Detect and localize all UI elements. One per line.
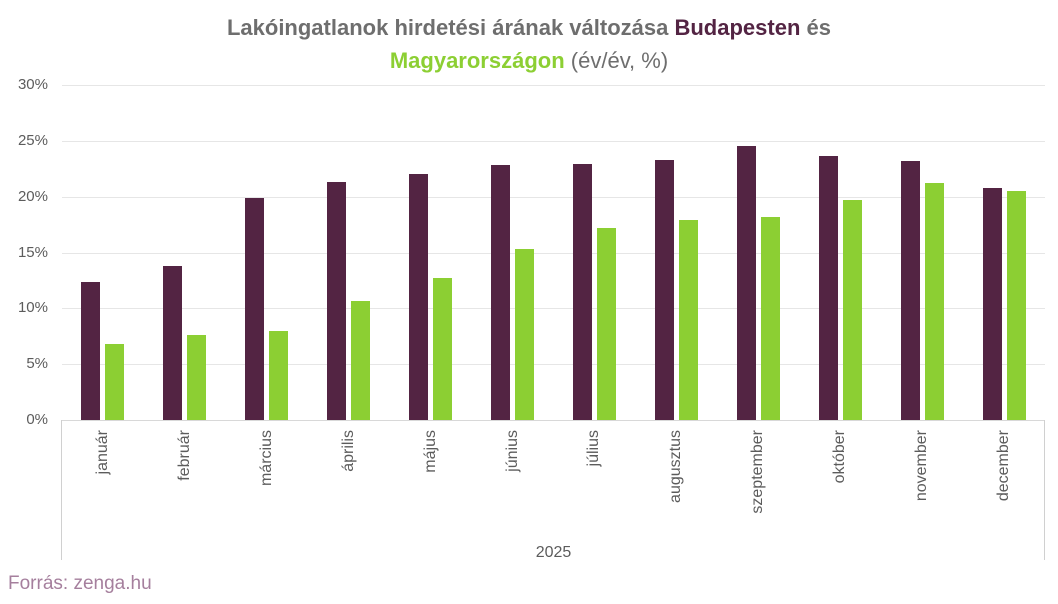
bar-budapesten-aprilis	[327, 182, 347, 420]
bar-budapesten-szeptember	[736, 146, 756, 420]
bar-budapesten-julius	[572, 164, 592, 420]
bar-budapesten-januar	[81, 281, 101, 420]
bar-magyarorszagon-junius	[515, 249, 535, 420]
bar-budapesten-november	[900, 160, 920, 420]
x-axis-boundary-tick-right	[1044, 420, 1045, 560]
x-axis-label-majus: május	[421, 430, 439, 473]
x-axis-label-augusztus: augusztus	[667, 430, 685, 503]
bar-budapesten-augusztus	[654, 159, 674, 420]
y-axis-label-15pct: 15%	[17, 243, 48, 261]
y-axis-label-25pct: 25%	[17, 131, 48, 149]
gridline-30pct	[62, 85, 1045, 86]
bar-magyarorszagon-majus	[433, 278, 453, 420]
x-axis-label-aprilis: április	[339, 430, 357, 472]
gridline-5pct	[62, 364, 1045, 366]
y-axis-label-0pct: 0%	[26, 411, 48, 428]
bar-magyarorszagon-szeptember	[760, 216, 780, 420]
y-axis-label-20pct: 20%	[17, 187, 48, 205]
bar-budapesten-majus	[409, 174, 429, 420]
gridline-10pct	[62, 308, 1045, 310]
y-axis-label-10pct: 10%	[17, 299, 48, 317]
y-axis-label-30pct: 30%	[17, 76, 48, 93]
x-axis-year-label: 2025	[535, 544, 572, 561]
bar-magyarorszagon-marcius	[269, 330, 289, 420]
gridline-0pct	[62, 420, 1045, 421]
bar-budapesten-junius	[491, 165, 511, 420]
bar-magyarorszagon-januar	[105, 344, 125, 420]
chart-title-line-2: Magyarországon (év/év, %)	[0, 44, 1058, 77]
bar-magyarorszagon-november	[924, 183, 944, 420]
title-text-budapest: Budapesten	[674, 15, 801, 40]
x-axis-label-julius: július	[585, 430, 603, 467]
bar-magyarorszagon-oktober	[842, 200, 862, 420]
gridline-20pct	[62, 196, 1045, 198]
x-axis-label-februar: február	[175, 430, 193, 481]
bar-magyarorszagon-december	[1006, 191, 1026, 420]
bar-magyarorszagon-augusztus	[678, 220, 698, 420]
x-axis-label-junius: június	[503, 430, 521, 472]
bar-magyarorszagon-julius	[596, 227, 616, 420]
x-axis-label-marcius: március	[257, 430, 275, 487]
chart-title-line-1: Lakóingatlanok hirdetési árának változás…	[0, 11, 1058, 44]
y-axis-label-5pct: 5%	[26, 355, 48, 373]
title-text-and: és	[806, 15, 832, 40]
x-axis-label-december: december	[995, 430, 1013, 502]
bar-budapesten-marcius	[245, 197, 265, 420]
chart-title: Lakóingatlanok hirdetési árának változás…	[0, 11, 1058, 77]
gridline-25pct	[62, 140, 1045, 142]
bar-budapesten-februar	[163, 265, 183, 420]
x-axis-label-november: november	[913, 430, 931, 502]
x-axis-label-szeptember: szeptember	[749, 430, 767, 514]
title-text-main: Lakóingatlanok hirdetési árának változás…	[226, 15, 669, 40]
x-axis-label-oktober: október	[831, 430, 849, 484]
bar-magyarorszagon-aprilis	[351, 300, 371, 420]
bar-magyarorszagon-februar	[187, 335, 207, 420]
title-text-units: (év/év, %)	[570, 48, 669, 73]
source-note: Forrás: zenga.hu	[8, 573, 152, 594]
title-text-hungary: Magyarországon	[389, 48, 565, 73]
gridline-15pct	[62, 252, 1045, 254]
bar-budapesten-oktober	[818, 156, 838, 420]
x-axis-boundary-tick-left	[61, 420, 62, 560]
x-axis-label-januar: január	[93, 430, 111, 475]
bar-budapesten-december	[982, 187, 1002, 420]
